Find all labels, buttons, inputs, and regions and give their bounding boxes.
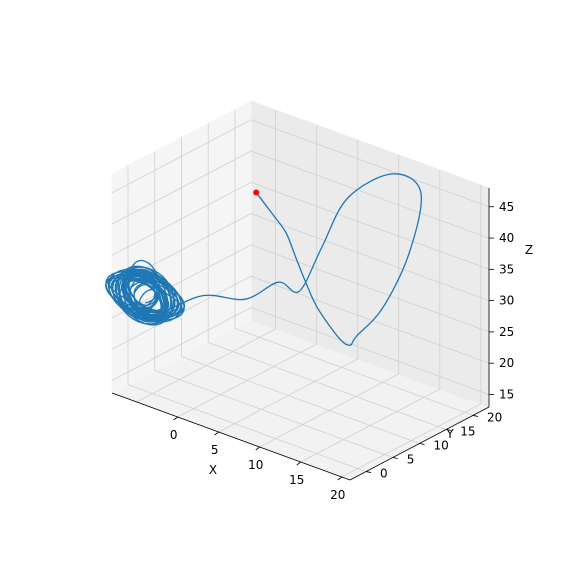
y-axis-label: Y xyxy=(445,427,454,441)
orbit-loop xyxy=(107,268,183,323)
y-gridline xyxy=(154,151,393,458)
x-gridline xyxy=(259,155,400,448)
y-gridline xyxy=(207,123,447,430)
x-tick xyxy=(173,416,178,421)
z-gridline xyxy=(111,213,490,301)
x-gridline xyxy=(341,185,482,478)
z-tick-label: 40 xyxy=(499,231,514,245)
y-tick xyxy=(419,443,425,445)
y-gridline xyxy=(127,165,367,472)
y-gridline xyxy=(181,137,420,444)
orbit-loop xyxy=(115,266,175,325)
start-point-marker xyxy=(253,189,260,196)
x-tick-label: 5 xyxy=(211,443,219,457)
z-tick-label: 30 xyxy=(499,294,514,308)
orbit-loop xyxy=(118,270,172,321)
tick-marks xyxy=(173,206,494,481)
y-tick xyxy=(446,429,452,431)
y-tick-label: 10 xyxy=(434,439,449,453)
x-tick xyxy=(296,461,301,466)
z-gridline xyxy=(111,181,490,270)
orbit-loop xyxy=(105,270,185,321)
y-tick xyxy=(472,415,479,417)
orbit-loop xyxy=(110,277,180,314)
z-tick-label: 15 xyxy=(499,387,514,401)
x-axis-label: X xyxy=(209,463,217,477)
z-gridline xyxy=(111,307,490,395)
z-gridline xyxy=(111,150,490,239)
z-tick-label: 45 xyxy=(499,200,514,214)
x-axis-line xyxy=(111,392,351,481)
x-tick xyxy=(214,431,219,436)
y-gridline xyxy=(234,109,474,416)
y-tick-label: 15 xyxy=(460,424,475,438)
x-tick-label: 10 xyxy=(248,458,263,472)
z-tick-label: 20 xyxy=(499,356,514,370)
x-tick-label: 0 xyxy=(170,428,178,442)
y-tick xyxy=(392,457,398,459)
z-axis-label: Z xyxy=(525,243,533,257)
x-tick-label: 20 xyxy=(330,488,345,502)
x-gridline xyxy=(218,140,359,433)
x-tick xyxy=(337,476,343,481)
tick-labels: 0 5 10 15 20 0 5 10 15 20 15 20 25 30 35 40 45 xyxy=(170,200,514,502)
axis-panes xyxy=(110,100,491,481)
z-tick-label: 25 xyxy=(499,325,514,339)
y-tick-label: 20 xyxy=(487,410,502,424)
series-layer xyxy=(104,173,423,346)
y-tick xyxy=(365,471,372,473)
orbit-loop xyxy=(121,275,169,317)
orbit-loop xyxy=(122,268,168,323)
x-gridline xyxy=(136,110,277,403)
z-tick-label: 35 xyxy=(499,262,514,276)
x-tick xyxy=(255,446,260,451)
orbit-loop xyxy=(124,273,166,318)
y-tick-label: 0 xyxy=(380,467,388,481)
x-gridline xyxy=(300,170,441,463)
x-gridline xyxy=(177,125,318,418)
x-tick-label: 15 xyxy=(289,473,304,487)
y-tick-label: 5 xyxy=(407,453,415,467)
